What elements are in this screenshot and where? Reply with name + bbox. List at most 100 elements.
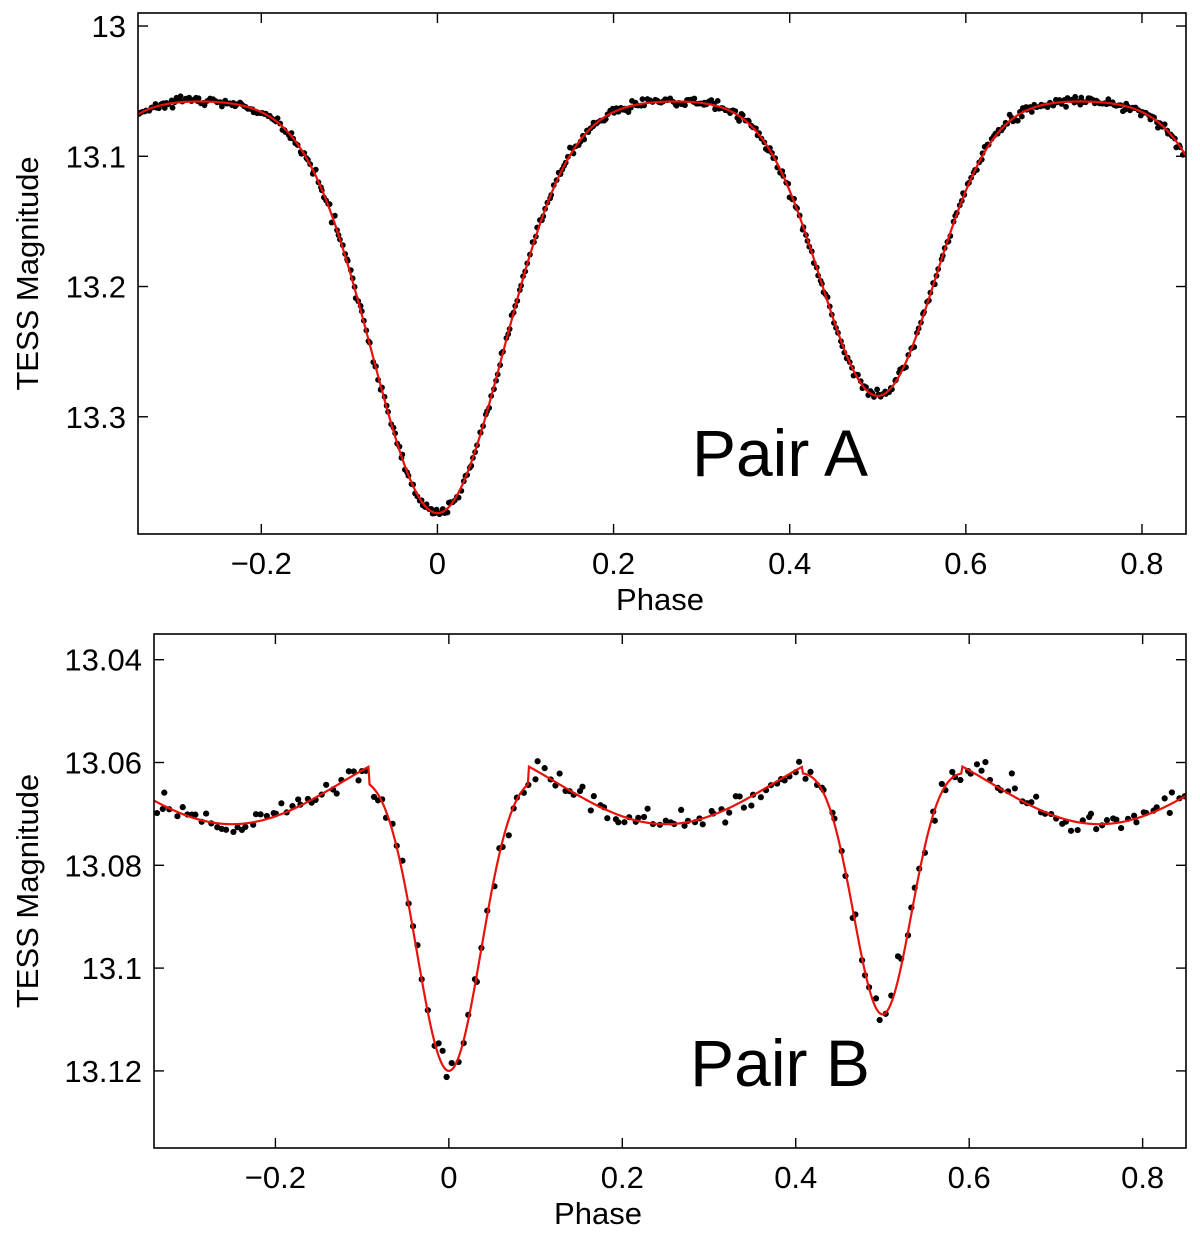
data-point [195, 95, 202, 102]
data-point [978, 767, 985, 774]
data-point [257, 811, 264, 818]
data-point [736, 793, 743, 800]
data-point [876, 1016, 883, 1024]
x-tick-label: −0.2 [245, 1160, 306, 1195]
data-point [534, 758, 541, 765]
data-point [678, 806, 685, 814]
data-point [1153, 804, 1160, 811]
data-point [604, 815, 611, 822]
data-point [333, 790, 340, 797]
data-point [203, 810, 210, 817]
data-point [1168, 789, 1175, 796]
y-tick-label: 13.12 [64, 1054, 142, 1089]
tick-marks [138, 13, 1186, 534]
y-tick-label: 13.08 [64, 848, 142, 883]
data-point [201, 102, 208, 109]
data-point [556, 770, 563, 777]
data-point [161, 789, 168, 796]
data-point [872, 995, 880, 1002]
data-point [874, 386, 880, 393]
y-tick-label: 13.3 [66, 400, 126, 435]
data-point [252, 811, 260, 818]
data-point [587, 807, 594, 814]
data-point [192, 811, 199, 818]
axes-frame [153, 633, 1187, 1149]
chart-panel-pair-a: −0.2 0 0.2 0.4 0.6 0.8 13 13.1 13.2 13.3 Phase T… [10, 9, 1187, 617]
data-point [443, 1073, 450, 1081]
x-tick-label: 0.8 [1120, 546, 1163, 581]
data-point [714, 97, 721, 104]
data-point [757, 794, 764, 801]
data-point [1028, 109, 1035, 115]
x-tick-label: 0.2 [592, 546, 635, 581]
data-point [274, 115, 281, 122]
y-tick-label: 13.04 [64, 643, 142, 678]
plot-area [154, 758, 1186, 1081]
data-point [1067, 827, 1075, 834]
data-point [370, 793, 378, 801]
data-point [532, 776, 539, 783]
data-point [681, 822, 688, 829]
y-tick-label: 13.1 [66, 139, 126, 174]
data-point [625, 109, 632, 115]
data-point [748, 802, 755, 809]
data-point [323, 781, 330, 788]
x-tick-label: 0.6 [948, 1160, 991, 1195]
data-point [938, 780, 945, 788]
data-point [295, 796, 302, 803]
data-point [345, 768, 352, 775]
data-point [433, 506, 440, 513]
data-point [639, 96, 646, 103]
data-point [949, 768, 956, 776]
data-point [590, 793, 597, 800]
data-point [161, 105, 168, 111]
panel-annotation: Pair A [692, 416, 868, 490]
data-point [621, 819, 628, 826]
data-point [159, 805, 166, 813]
data-point [174, 813, 181, 820]
data-point [726, 809, 733, 816]
data-point [1014, 117, 1021, 124]
x-tick-label: 0 [429, 546, 446, 581]
data-point [691, 95, 698, 102]
data-point [242, 823, 249, 831]
x-axis-label: Phase [554, 1196, 642, 1231]
data-point [662, 817, 669, 824]
data-point [957, 776, 964, 784]
data-point [682, 102, 688, 109]
data-point [807, 768, 814, 775]
data-point [1103, 817, 1111, 824]
data-point [1011, 785, 1018, 792]
x-tick-label: −0.2 [231, 546, 292, 581]
data-point [1018, 113, 1025, 120]
x-tick-labels: −0.2 0 0.2 0.4 0.6 0.8 [245, 1160, 1164, 1195]
data-point [1130, 812, 1138, 819]
data-point [1133, 819, 1140, 826]
data-point [154, 809, 161, 817]
data-point [1008, 770, 1015, 777]
data-point [1078, 94, 1085, 101]
data-point [579, 783, 586, 790]
data-point [179, 804, 186, 811]
y-axis-label: TESS Magnitude [10, 774, 45, 1008]
data-point [1072, 93, 1079, 100]
data-point [223, 826, 230, 833]
y-axis-label: TESS Magnitude [10, 156, 45, 390]
data-point [1033, 793, 1040, 800]
data-point [448, 1059, 455, 1067]
y-tick-label: 13.2 [66, 270, 126, 305]
data-point [177, 93, 184, 100]
x-tick-label: 0.2 [601, 1160, 644, 1195]
data-point [973, 761, 981, 768]
y-tick-label: 13.06 [64, 746, 142, 781]
data-point [1117, 824, 1125, 832]
data-point [230, 828, 237, 836]
data-point [1093, 826, 1100, 833]
model-curve [138, 100, 1186, 515]
x-tick-label: 0.4 [774, 1160, 817, 1195]
y-tick-labels: 13.04 13.06 13.08 13.1 13.12 [64, 643, 142, 1089]
data-point [615, 819, 622, 826]
x-tick-label: 0 [440, 1160, 457, 1195]
data-point [640, 813, 648, 821]
